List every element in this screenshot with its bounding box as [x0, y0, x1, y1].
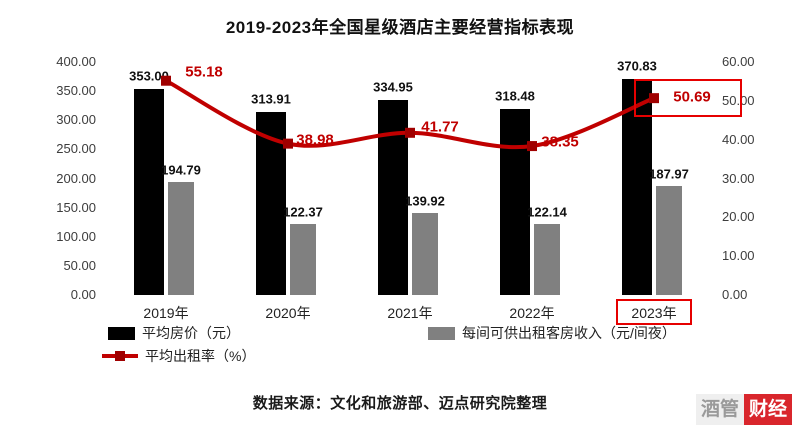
legend-item-occupancy: 平均出租率（%） [102, 346, 255, 366]
x-axis-label: 2022年 [509, 305, 555, 321]
revpar-bar [534, 223, 560, 295]
x-axis-label: 2020年 [265, 305, 311, 321]
left-axis-tick: 0.00 [70, 287, 96, 302]
revpar-value-label: 122.14 [527, 204, 567, 220]
occupancy-value-label: 38.35 [541, 133, 579, 151]
brand-watermark-left: 酒管 [695, 394, 744, 425]
revpar-value-label: 194.79 [161, 162, 201, 178]
legend-label-occupancy: 平均出租率（%） [145, 348, 256, 364]
revpar-value-label: 187.97 [649, 166, 689, 181]
legend-label-revpar: 每间可供出租客房收入（元/间夜） [462, 325, 676, 341]
revpar-value-label: 122.37 [283, 204, 323, 220]
avg-room-rate-value-label: 318.48 [495, 88, 535, 104]
revpar-bar [412, 213, 438, 295]
left-axis-tick: 100.00 [56, 228, 96, 244]
left-y-axis: 400.00 350.00 300.00 250.00 200.00 150.00 100.… [30, 0, 96, 440]
occupancy-value-label: 55.18 [185, 63, 223, 81]
left-axis-tick: 300.00 [56, 112, 96, 128]
brand-watermark: 酒管 财经 [695, 394, 792, 425]
avg-room-rate-value-label: 370.83 [617, 58, 657, 74]
x-axis-label: 2019年 [143, 305, 189, 321]
legend-item-revpar: 每间可供出租客房收入（元/间夜） [428, 323, 676, 343]
right-axis-tick: 0.00 [722, 287, 748, 302]
revpar-bar [168, 181, 194, 295]
right-axis-tick: 50.00 [722, 92, 755, 108]
left-axis-tick: 50.00 [63, 257, 96, 273]
highlight-box-category-2023 [616, 299, 692, 325]
avg-room-rate-bar [134, 89, 164, 295]
data-source-note: 数据来源：文化和旅游部、迈点研究院整理 [252, 395, 548, 412]
right-axis-tick: 10.00 [722, 248, 755, 264]
occupancy-value-label: 41.77 [421, 118, 459, 136]
revpar-swatch-icon [428, 326, 455, 340]
avg-room-rate-value-label: 353.00 [129, 68, 169, 84]
highlight-box-occupancy-2023 [634, 79, 742, 118]
right-axis-tick: 60.00 [722, 54, 755, 69]
legend-label-avg-room-rate: 平均房价（元） [142, 325, 240, 341]
left-axis-tick: 400.00 [56, 54, 96, 69]
revpar-bar [290, 223, 316, 295]
right-y-axis: 60.00 50.00 40.00 30.00 20.00 10.00 0.00 [722, 0, 788, 440]
right-axis-tick: 30.00 [722, 170, 755, 186]
occupancy-value-label: 38.98 [296, 131, 334, 149]
left-axis-tick: 250.00 [56, 141, 96, 157]
avg-room-rate-value-label: 334.95 [373, 79, 413, 95]
legend-item-avg-room-rate: 平均房价（元） [108, 323, 240, 343]
right-axis-tick: 40.00 [722, 131, 755, 147]
occupancy-value-label: 50.69 [673, 88, 711, 106]
right-axis-tick: 20.00 [722, 209, 755, 225]
left-axis-tick: 150.00 [56, 199, 96, 215]
avg-room-rate-swatch-icon [108, 326, 135, 340]
revpar-value-label: 139.92 [405, 193, 445, 209]
avg-room-rate-value-label: 313.91 [251, 91, 291, 107]
x-axis-label: 2023年 [631, 305, 677, 321]
revpar-bar [656, 185, 682, 295]
chart-title: 2019-2023年全国星级酒店主要经营指标表现 [225, 18, 575, 37]
occupancy-line-swatch-icon [102, 350, 138, 361]
x-axis-label: 2021年 [387, 305, 433, 321]
brand-watermark-right: 财经 [743, 394, 792, 425]
left-axis-tick: 200.00 [56, 170, 96, 186]
left-axis-tick: 350.00 [56, 83, 96, 99]
